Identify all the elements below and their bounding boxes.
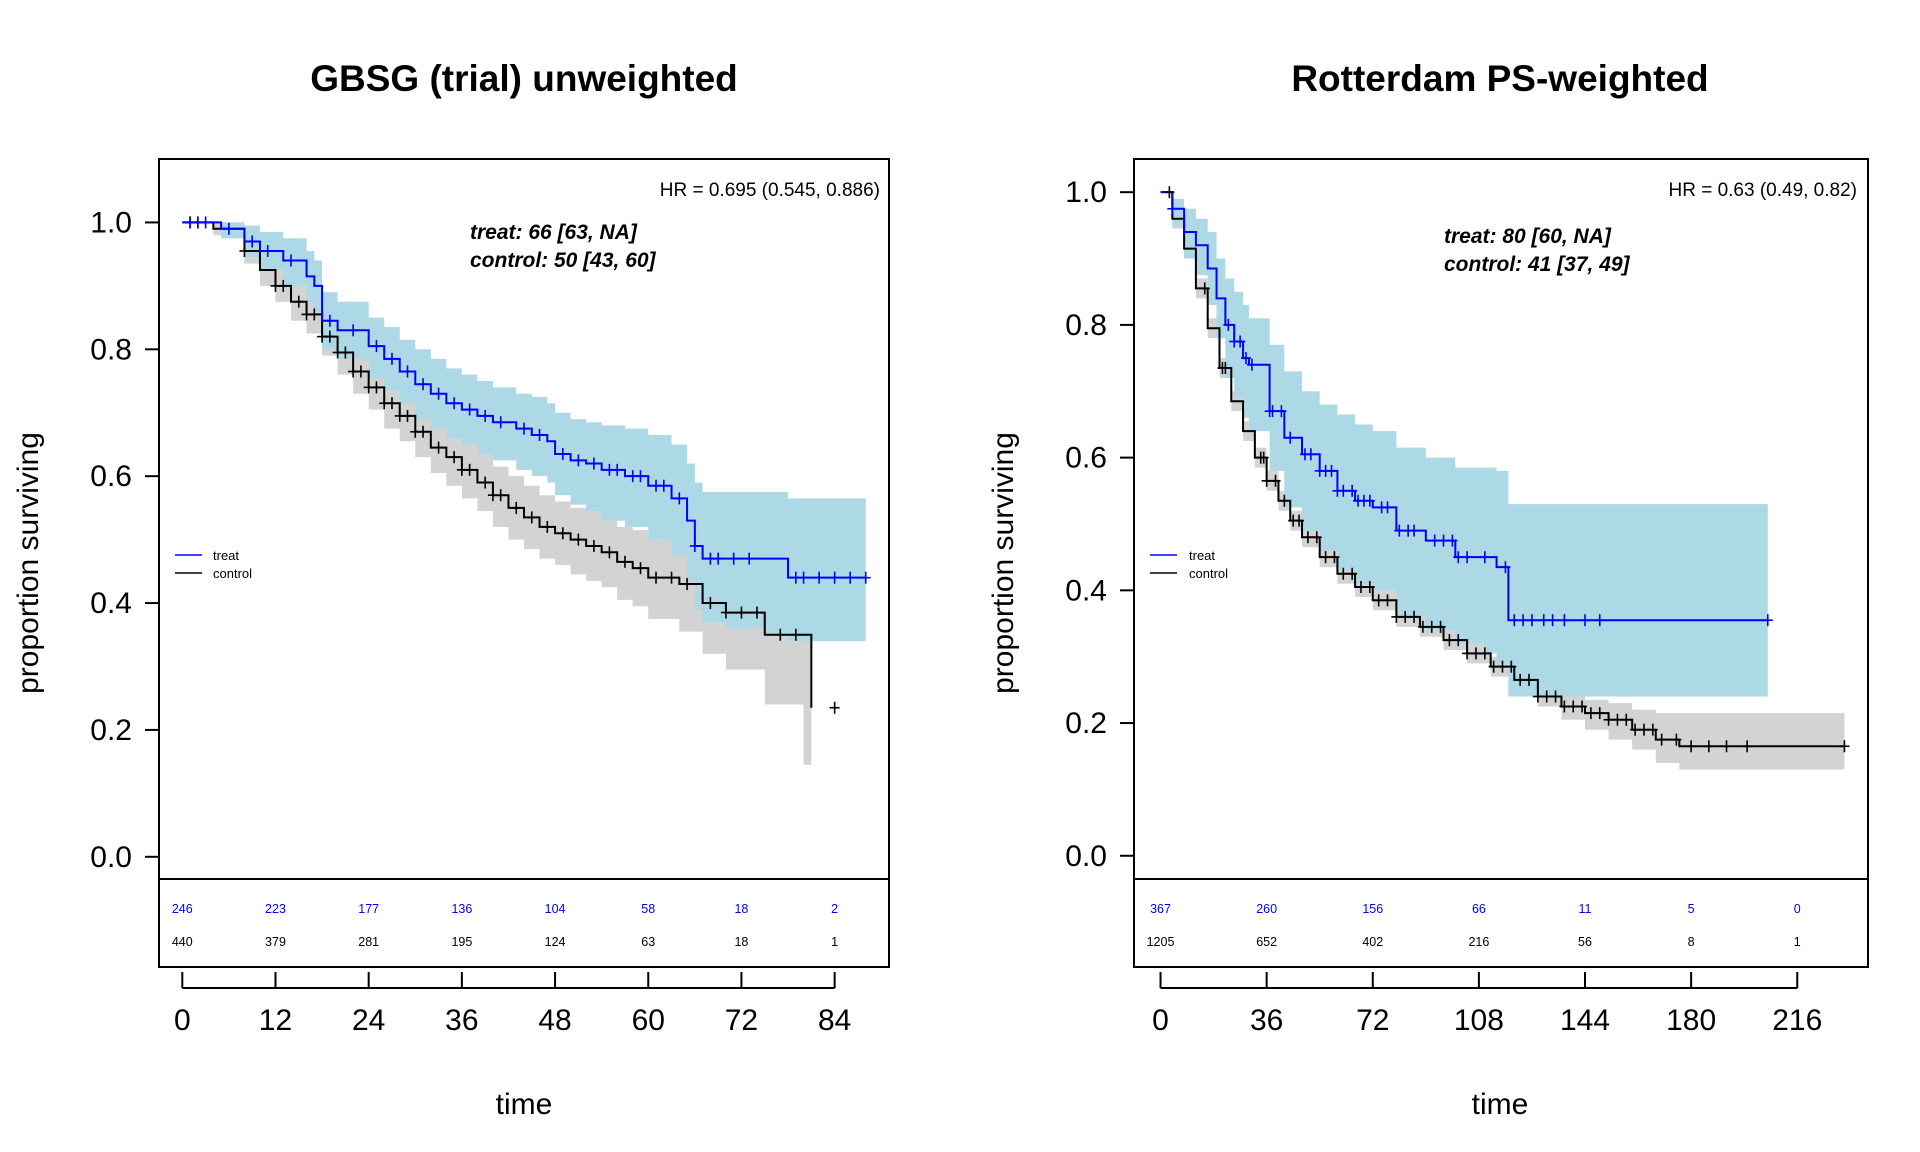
risk-control-count: 18: [734, 935, 748, 949]
risk-control-count: 281: [358, 935, 379, 949]
x-tick-label: 72: [725, 1004, 758, 1037]
y-tick-label: 0.8: [1065, 309, 1107, 342]
y-tick-label: 0.2: [1065, 707, 1107, 740]
y-tick-label: 0.8: [90, 333, 132, 366]
panel-1-median-treat: treat: 66 [63, NA]: [470, 221, 638, 244]
x-tick-label: 216: [1772, 1004, 1822, 1037]
x-tick-label: 24: [352, 1004, 385, 1037]
x-tick-label: 0: [174, 1004, 191, 1037]
x-tick-label: 60: [632, 1004, 665, 1037]
panel-1-hr-text: HR = 0.695 (0.545, 0.886): [660, 180, 880, 201]
risk-treat-count: 2: [831, 902, 838, 916]
panel-rotterdam: Rotterdam PS-weighted 0.0 0.2 0.4 0.6 0.8 1.0…: [987, 58, 1869, 1121]
panel-1-risk-table: 246 440 223 379 177 281 136 195 104 124 58 63 18 18 2 1: [172, 902, 838, 949]
panel-2-median-control: control: 41 [37, 49]: [1444, 253, 1631, 276]
risk-treat-count: 177: [358, 902, 379, 916]
panel-1-y-label: proportion surviving: [12, 432, 45, 694]
panel-1-x-label: time: [496, 1088, 553, 1121]
panel-1-censor-marks: [185, 216, 871, 714]
panel-2-bands: [1160, 192, 1845, 770]
risk-treat-count: 0: [1794, 902, 1801, 916]
risk-control-count: 56: [1578, 935, 1592, 949]
control-survival-curve: [182, 221, 813, 708]
panel-2-x-label: time: [1472, 1088, 1529, 1121]
x-tick-label: 144: [1560, 1004, 1610, 1037]
risk-treat-count: 11: [1579, 902, 1592, 916]
y-tick-label: 0.0: [1065, 840, 1107, 873]
risk-control-count: 124: [545, 935, 566, 949]
x-tick-label: 36: [1250, 1004, 1283, 1037]
treat-confidence-band: [1160, 192, 1768, 697]
risk-control-count: 195: [451, 935, 472, 949]
control-confidence-band: [182, 222, 812, 794]
risk-treat-count: 5: [1688, 902, 1695, 916]
panel-2-risk-table: 367 1205 260 652 156 402 66 216 11 56 5 8 0 1: [1147, 902, 1801, 949]
risk-control-count: 652: [1256, 935, 1277, 949]
risk-control-count: 1: [831, 935, 838, 949]
risk-control-count: 379: [265, 935, 286, 949]
y-tick-label: 0.2: [90, 714, 132, 747]
legend-treat-label: treat: [1189, 548, 1215, 563]
panel-2-y-axis: 0.0 0.2 0.4 0.6 0.8 1.0: [1065, 176, 1134, 873]
x-tick-label: 180: [1666, 1004, 1716, 1037]
panel-1-legend: treat control: [175, 548, 252, 581]
panel-1-title: GBSG (trial) unweighted: [310, 58, 738, 99]
y-tick-label: 0.6: [90, 460, 132, 493]
panel-2-hr-text: HR = 0.63 (0.49, 0.82): [1668, 180, 1857, 201]
y-tick-label: 0.4: [90, 587, 132, 620]
risk-treat-count: 156: [1362, 902, 1383, 916]
panel-1-y-axis: 0.0 0.2 0.4 0.6 0.8 1.0: [90, 206, 159, 874]
y-tick-label: 0.6: [1065, 442, 1107, 475]
risk-treat-count: 18: [734, 902, 748, 916]
risk-treat-count: 367: [1150, 902, 1171, 916]
risk-control-count: 8: [1688, 935, 1695, 949]
x-tick-label: 0: [1152, 1004, 1169, 1037]
risk-control-count: 1205: [1147, 935, 1175, 949]
panel-2-censor-marks: [1164, 186, 1850, 753]
panel-2-y-label: proportion surviving: [987, 432, 1020, 694]
panel-2-x-axis: 0 36 72 108 144 180 216: [1152, 972, 1822, 1037]
y-tick-label: 0.0: [90, 841, 132, 874]
risk-control-count: 1: [1794, 935, 1801, 949]
panel-2-frame: [1133, 158, 1869, 968]
risk-treat-count: 223: [265, 902, 286, 916]
x-tick-label: 108: [1454, 1004, 1504, 1037]
risk-control-count: 402: [1362, 935, 1383, 949]
panel-1-x-axis: 0 12 24 36 48 60 72 84: [174, 972, 851, 1037]
risk-treat-count: 58: [641, 902, 655, 916]
panel-1-frame: [158, 158, 890, 968]
x-tick-label: 48: [538, 1004, 571, 1037]
legend-treat-label: treat: [213, 548, 239, 563]
legend-control-label: control: [213, 566, 252, 581]
risk-control-count: 63: [641, 935, 655, 949]
risk-control-count: 216: [1468, 935, 1489, 949]
panel-gbsg: GBSG (trial) unweighted 0.0 0.2 0.4 0.6 0.8 1…: [12, 58, 890, 1121]
x-tick-label: 12: [259, 1004, 292, 1037]
panel-1-median-control: control: 50 [43, 60]: [470, 249, 657, 272]
panel-2-legend: treat control: [1150, 548, 1228, 581]
panel-2-title: Rotterdam PS-weighted: [1291, 58, 1708, 99]
y-tick-label: 1.0: [1065, 176, 1107, 209]
panel-2-median-treat: treat: 80 [60, NA]: [1444, 225, 1612, 248]
control-survival-curve: [1160, 191, 1845, 748]
risk-treat-count: 136: [451, 902, 472, 916]
risk-control-count: 440: [172, 935, 193, 949]
risk-treat-count: 66: [1472, 902, 1486, 916]
y-tick-label: 0.4: [1065, 574, 1107, 607]
legend-control-label: control: [1189, 566, 1228, 581]
risk-treat-count: 104: [545, 902, 566, 916]
y-tick-label: 1.0: [90, 206, 132, 239]
x-tick-label: 36: [445, 1004, 478, 1037]
x-tick-label: 72: [1356, 1004, 1389, 1037]
x-tick-label: 84: [818, 1004, 851, 1037]
risk-treat-count: 246: [172, 902, 193, 916]
risk-treat-count: 260: [1256, 902, 1277, 916]
